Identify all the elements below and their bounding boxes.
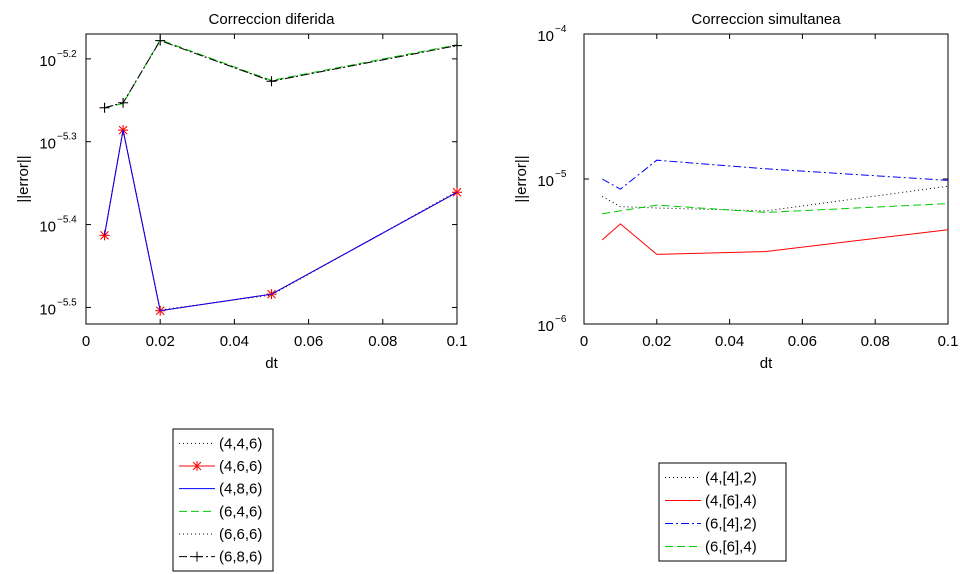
x-tick-label: 0.06 — [788, 333, 817, 350]
data-point — [99, 102, 110, 113]
y-tick-label: 10 — [537, 173, 554, 190]
chart-title: Correccion diferida — [209, 11, 336, 28]
legend-frame — [658, 462, 787, 562]
legend-item: (6,[4],2) — [665, 516, 757, 533]
series-line-3 — [601, 159, 949, 190]
x-tick-label: 0.1 — [447, 333, 468, 350]
y-tick-exponent: −5.3 — [57, 132, 77, 143]
y-tick-exponent: −6 — [555, 314, 567, 325]
plot-frame — [583, 33, 949, 325]
x-tick-label: 0.06 — [294, 333, 323, 350]
legend-label: (4,6,6) — [219, 458, 262, 475]
legend-label: (6,[6],4) — [705, 539, 757, 556]
y-tick-exponent: −4 — [555, 24, 567, 35]
legend-label: (4,4,6) — [219, 435, 262, 452]
x-tick-label: 0 — [580, 333, 588, 350]
y-axis-label: ||error|| — [15, 155, 32, 202]
legend-label: (6,8,6) — [219, 549, 262, 566]
y-tick-label: 10 — [39, 301, 56, 318]
data-point — [452, 40, 462, 51]
y-tick-label: 10 — [39, 219, 56, 236]
legend-item: (6,8,6) — [179, 549, 262, 566]
legend-label: (6,[4],2) — [705, 516, 757, 533]
marker-stroke — [100, 230, 109, 240]
series-line-4 — [104, 39, 458, 109]
data-point — [99, 230, 110, 241]
legend: (4,4,6) (4,6,6) (4,8,6) (6,4,6) (6,6,6) (6,8,… — [172, 428, 274, 572]
legend-item: (6,4,6) — [179, 503, 262, 520]
legend-item: (4,8,6) — [179, 481, 262, 498]
y-tick-exponent: −5 — [555, 169, 567, 180]
y-tick-exponent: −5.2 — [57, 49, 77, 60]
y-tick-exponent: −5.4 — [57, 215, 77, 226]
data-point — [452, 187, 462, 198]
x-axis-label: dt — [265, 355, 278, 372]
legend-label: (4,8,6) — [219, 481, 262, 498]
x-tick-label: 0 — [82, 333, 90, 350]
y-tick-label: 10 — [39, 136, 56, 153]
series-line-2 — [601, 223, 949, 255]
y-tick-label: 10 — [39, 53, 56, 70]
marker-stroke — [452, 187, 462, 197]
y-tick-label: 10 — [537, 28, 554, 45]
x-tick-label: 0.08 — [861, 333, 890, 350]
x-tick-label: 0.04 — [220, 333, 249, 350]
data-point — [118, 97, 129, 108]
y-tick-exponent: −5.5 — [57, 297, 77, 308]
legend-item: (4,4,6) — [179, 435, 262, 452]
legend-item: (4,[4],2) — [665, 470, 757, 487]
legend-item: (4,[6],4) — [665, 493, 757, 510]
series-line-4 — [602, 203, 949, 215]
legend-item: (6,[6],4) — [665, 539, 757, 556]
data-point — [155, 35, 166, 46]
chart-2: Correccion simultanea dt ||error|| 0 0.02 0.0… — [513, 11, 959, 562]
chart-title: Correccion simultanea — [691, 11, 841, 28]
data-point — [266, 76, 277, 87]
y-tick-label: 10 — [537, 318, 554, 335]
legend-marker — [192, 461, 202, 471]
x-tick-label: 0.1 — [938, 333, 959, 350]
series-line-3 — [104, 129, 458, 312]
x-axis-label: dt — [760, 355, 773, 372]
x-tick-label: 0.02 — [146, 333, 175, 350]
legend-label: (4,[6],4) — [705, 493, 757, 510]
legend-item: (4,6,6) — [179, 458, 262, 475]
x-tick-label: 0.02 — [642, 333, 671, 350]
legend-label: (6,6,6) — [219, 526, 262, 543]
x-tick-label: 0.04 — [715, 333, 744, 350]
legend-frame — [172, 428, 274, 572]
chart-1: Correccion diferida dt ||error|| 0 0.02 0.04 0… — [15, 11, 468, 572]
legend-label: (6,4,6) — [219, 503, 262, 520]
legend-item: (6,6,6) — [179, 526, 262, 543]
legend: (4,[4],2) (4,[6],4) (6,[4],2) (6,[6],4) — [658, 462, 787, 562]
y-axis-label: ||error|| — [513, 155, 530, 202]
legend-label: (4,[4],2) — [705, 470, 757, 487]
x-tick-label: 0.08 — [368, 333, 397, 350]
